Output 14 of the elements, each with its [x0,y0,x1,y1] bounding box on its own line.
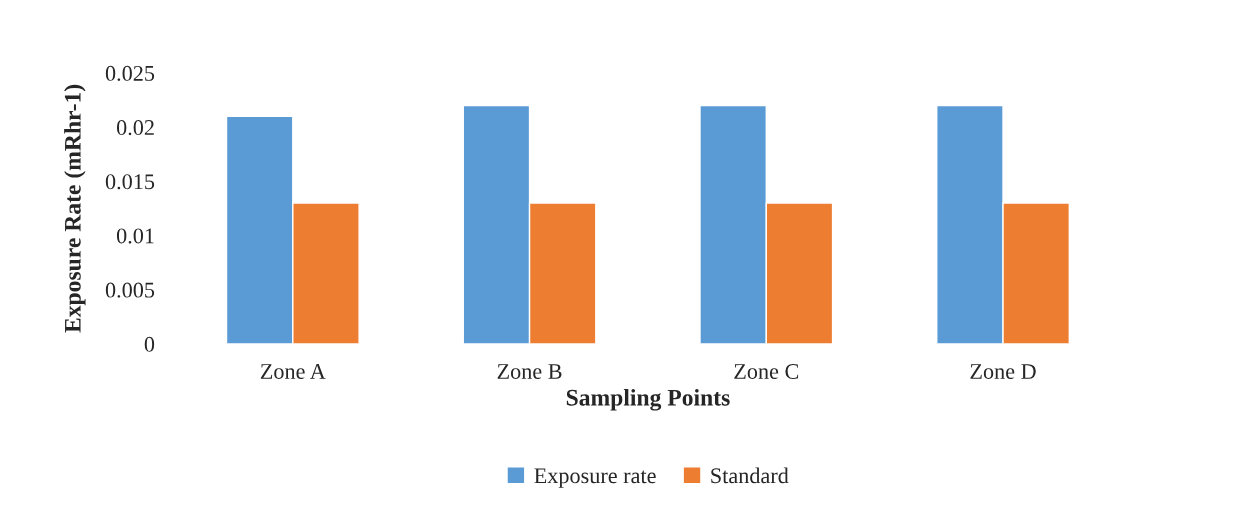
y-axis-title: Exposure Rate (mRhr-1) [64,84,86,333]
y-tick-label: 0.005 [105,282,155,298]
x-axis-title: Sampling Points [566,389,730,411]
y-tick-label: 0 [144,336,155,352]
y-tick-label: 0.02 [116,120,154,136]
x-tick-label: Zone B [497,364,562,379]
legend-label: Exposure rate [534,468,656,488]
y-tick-label: 0.025 [105,65,155,81]
x-tick-label: Zone C [734,364,799,379]
x-tick-label: Zone D [970,364,1036,379]
y-tick-label: 0.01 [116,228,154,244]
x-tick-label: Zone A [260,364,326,379]
y-tick-label: 0.015 [105,174,155,190]
legend-label: Standard [711,467,789,484]
